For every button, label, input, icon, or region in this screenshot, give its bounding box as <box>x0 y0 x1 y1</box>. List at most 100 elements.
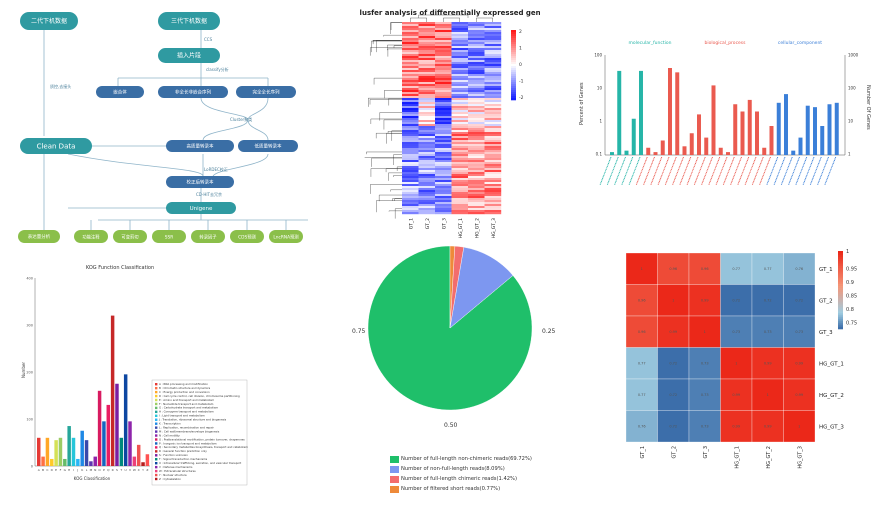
heatmap-cell <box>435 74 452 77</box>
kog-chart: KOG Function Classification Number KOG C… <box>21 265 248 486</box>
label-cdhit: CD-HIT去冗余 <box>196 191 222 197</box>
heatmap-cell <box>451 24 469 27</box>
corr-value: 0.73 <box>795 330 803 334</box>
corr-value: 0.99 <box>764 361 772 365</box>
corr-value: 0.76 <box>638 424 646 428</box>
heatmap-cell <box>484 54 502 57</box>
kog-bar <box>128 421 132 466</box>
heatmap-cell <box>418 124 436 127</box>
heatmap-cell <box>402 54 419 57</box>
scale-swatch <box>511 92 516 95</box>
kog-bar <box>63 458 67 466</box>
corr-scale-swatch <box>838 278 843 281</box>
heatmap-cell <box>451 72 469 75</box>
kog-legend-box <box>151 379 248 486</box>
corr-cell <box>625 347 658 380</box>
corr-scale-swatch <box>838 254 843 258</box>
heatmap-cell <box>484 202 502 205</box>
heatmap-cell <box>484 96 502 99</box>
heatmap-cell <box>402 98 419 101</box>
kog-legend-item: J : Translation, ribosomal structure and… <box>158 418 227 422</box>
heatmap-cell <box>402 176 419 179</box>
heatmap-cell <box>402 84 419 87</box>
heatmap-cell <box>402 46 419 49</box>
heatmap-cell <box>402 80 419 83</box>
heatmap-cell <box>484 142 502 145</box>
heatmap-cell <box>435 76 452 79</box>
heatmap-cell <box>435 146 452 149</box>
corr-cell <box>751 347 784 380</box>
heatmap-cell <box>402 144 419 147</box>
heatmap-cell <box>418 116 436 119</box>
heatmap-cell <box>484 174 502 177</box>
pie-legend-label: Number of filtered short reads(0.77%) <box>401 486 501 492</box>
go-term-label <box>614 156 626 186</box>
kog-legend-item: O : Posttranslational modification, prot… <box>159 437 245 441</box>
heatmap-cell <box>468 42 485 45</box>
corr-scale-swatch <box>838 325 843 328</box>
heatmap-cell <box>468 72 485 75</box>
heatmap-cell <box>468 58 485 61</box>
scale-swatch <box>511 66 516 69</box>
heatmap-cell <box>435 84 452 87</box>
kog-legend-swatch <box>155 434 158 437</box>
heatmap-cell <box>435 72 452 75</box>
heatmap-cell <box>402 68 419 71</box>
kog-legend-swatch <box>155 446 158 449</box>
heatmap-cell <box>468 94 485 97</box>
corr-scale-tick: 1 <box>846 249 849 255</box>
corr-cell <box>783 252 816 285</box>
heatmap-cell <box>451 154 469 157</box>
go-term-label <box>701 156 713 186</box>
corr-value: 0.96 <box>669 267 677 271</box>
heatmap-cell <box>402 196 419 199</box>
go-term-label <box>817 156 829 186</box>
scale-swatch <box>511 64 516 67</box>
label-filter: 质控,去接头 <box>50 83 71 89</box>
heatmap-cell <box>468 160 485 163</box>
corr-scale-swatch <box>838 327 843 330</box>
heatmap-cell <box>418 158 436 161</box>
heatmap-cell <box>435 130 452 133</box>
heatmap-cell <box>484 146 502 149</box>
heatmap-cell <box>402 134 419 137</box>
heatmap-cell <box>468 124 485 127</box>
heatmap-cell <box>451 28 469 31</box>
go-term-label <box>795 156 808 186</box>
heatmap-cell <box>468 116 485 119</box>
kog-letter: I <box>73 468 74 472</box>
heatmap-cell <box>435 60 452 63</box>
corr-scale-swatch <box>838 266 843 269</box>
heatmap-cell <box>418 182 436 185</box>
heatmap-cell <box>468 136 485 139</box>
kog-letter: R <box>112 468 114 472</box>
corr-value: 0.73 <box>764 330 772 334</box>
go-term-label <box>635 156 648 186</box>
heatmap-cell <box>468 76 485 79</box>
corr-scale-swatch <box>838 256 843 260</box>
corr-cell <box>751 410 784 443</box>
scale-swatch <box>511 80 516 83</box>
sample-label: HG_GT_3 <box>491 218 497 238</box>
kog-legend-swatch <box>155 406 158 410</box>
heatmap-cell <box>418 180 436 183</box>
heatmap-cell <box>435 86 452 89</box>
corr-value: 0.96 <box>638 298 646 302</box>
heatmap-cell <box>402 210 419 213</box>
heatmap-cell <box>418 48 436 51</box>
corr-scale-tick: 0.75 <box>846 321 857 327</box>
kog-letter: B <box>42 468 44 472</box>
heatmap-cell <box>451 78 469 81</box>
scale-swatch <box>511 48 516 51</box>
heatmap-cell <box>484 190 502 193</box>
heatmap-cell <box>435 144 452 147</box>
heatmap-cell <box>451 202 469 205</box>
heatmap-cell <box>402 48 419 51</box>
heatmap-cell <box>484 114 502 117</box>
heatmap-cell <box>451 44 469 47</box>
heatmap-cell <box>418 154 436 157</box>
corr-scale-swatch <box>838 280 843 283</box>
corr-value: 0.77 <box>638 393 646 397</box>
scale-swatch <box>511 76 516 79</box>
heatmap-cell <box>402 132 419 135</box>
